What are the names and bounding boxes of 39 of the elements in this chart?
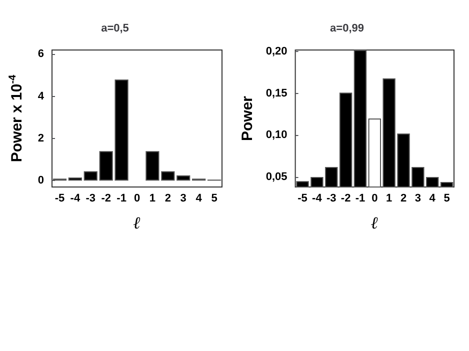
x-tick-label: 2 <box>164 192 171 204</box>
bar <box>68 178 82 181</box>
x-tick-label: 5 <box>211 192 218 204</box>
x-tick-label: 3 <box>180 192 186 204</box>
x-tick-label: -1 <box>355 192 366 204</box>
x-tick-label: 4 <box>429 192 436 204</box>
chart-title: a=0,99 <box>330 22 364 34</box>
x-tick-label: -4 <box>312 192 323 204</box>
x-tick-label: 4 <box>196 192 203 204</box>
y-tick-label: 0,20 <box>266 46 288 58</box>
x-tick-label: -3 <box>86 192 96 204</box>
y-tick-label: 0,15 <box>266 87 288 100</box>
x-tick-label: -5 <box>298 192 308 204</box>
bar <box>84 171 98 181</box>
x-tick-label: -4 <box>70 192 81 204</box>
bar <box>176 175 190 181</box>
chart-title: a=0,5 <box>101 22 129 34</box>
y-axis-title: Power x 10-4 <box>8 74 26 162</box>
y-tick-label: 0,10 <box>266 129 288 142</box>
x-tick-label: -2 <box>101 192 111 204</box>
y-tick-label: 2 <box>38 132 44 145</box>
x-tick-label: -5 <box>54 192 65 204</box>
y-tick-label: 0 <box>38 174 44 187</box>
x-axis-title: ℓ <box>133 214 141 234</box>
y-tick-label: 0,05 <box>266 170 288 183</box>
x-tick-label: -3 <box>326 192 336 204</box>
x-tick-label: 5 <box>444 192 450 204</box>
y-axis-title: Power <box>239 96 256 142</box>
x-tick-label: -1 <box>116 192 126 204</box>
x-tick-label: 3 <box>414 192 421 204</box>
x-tick-label: 0 <box>134 192 140 204</box>
x-tick-label: 0 <box>372 192 378 204</box>
x-axis-title: ℓ <box>371 214 378 234</box>
x-tick-label: 1 <box>386 192 392 204</box>
y-tick-label: 4 <box>38 90 45 102</box>
y-tick-label: 6 <box>38 48 44 60</box>
x-tick-label: 1 <box>149 192 156 204</box>
x-tick-label: 2 <box>400 192 407 204</box>
x-tick-label: -2 <box>340 192 351 204</box>
